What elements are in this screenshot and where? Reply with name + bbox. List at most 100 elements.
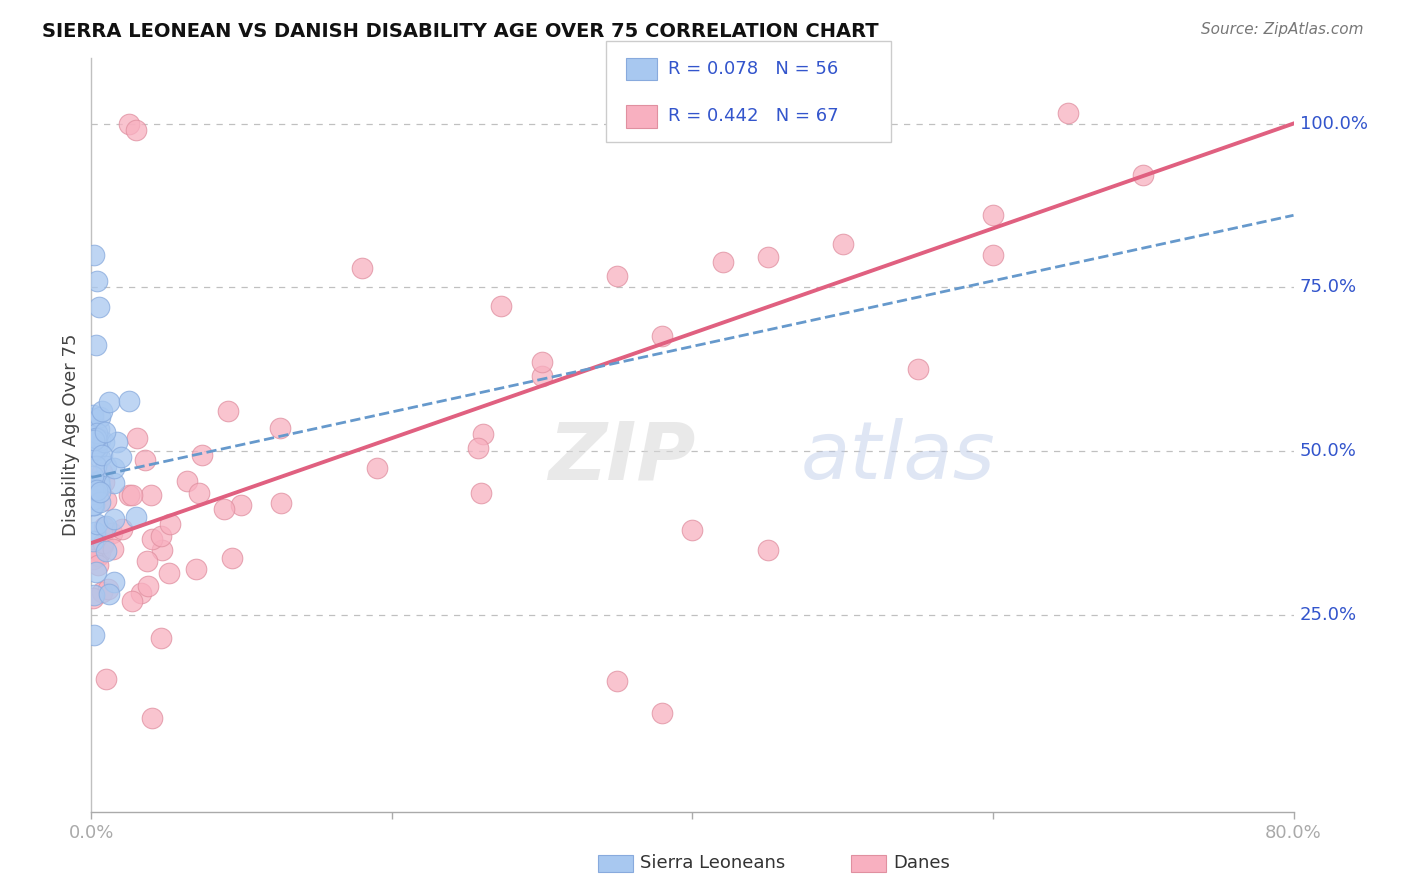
Text: SIERRA LEONEAN VS DANISH DISABILITY AGE OVER 75 CORRELATION CHART: SIERRA LEONEAN VS DANISH DISABILITY AGE … (42, 22, 879, 41)
Text: R = 0.442   N = 67: R = 0.442 N = 67 (668, 107, 838, 126)
Point (756, 542, 779, 557)
Point (125, 431, 148, 445)
Point (93, 475, 115, 489)
Point (118, 488, 141, 502)
Point (831, 237, 853, 252)
Point (82, 408, 104, 422)
Point (86, 274, 108, 288)
Point (84, 458, 107, 473)
Point (87, 422, 110, 436)
Point (84, 436, 107, 450)
Point (90, 448, 112, 462)
Point (651, 329, 673, 343)
Point (606, 673, 628, 688)
Point (157, 566, 180, 580)
Point (159, 516, 181, 531)
Point (103, 542, 125, 557)
Point (82, 533, 104, 548)
Point (89, 433, 111, 447)
Y-axis label: Disability Age Over 75: Disability Age Over 75 (62, 334, 80, 536)
Point (82, 552, 104, 566)
Point (96, 458, 118, 473)
Point (82, 483, 104, 497)
Point (217, 403, 239, 417)
Point (121, 594, 143, 608)
Point (606, 269, 628, 284)
Point (907, 361, 929, 376)
Text: R = 0.078   N = 56: R = 0.078 N = 56 (668, 60, 838, 78)
Point (86, 440, 108, 454)
Point (84, 431, 107, 445)
Point (187, 486, 209, 500)
Point (366, 461, 388, 475)
Point (87, 558, 110, 572)
Point (89, 451, 111, 466)
Point (83, 247, 105, 261)
Point (86, 443, 108, 458)
Point (269, 421, 291, 435)
Point (150, 543, 173, 558)
Point (86, 516, 108, 531)
Point (1057, 106, 1080, 120)
Point (83, 589, 105, 603)
Point (97, 582, 120, 596)
Point (110, 450, 132, 465)
Point (83, 433, 105, 447)
Point (756, 250, 779, 264)
Text: Sierra Leoneans: Sierra Leoneans (640, 855, 785, 872)
Point (91, 536, 114, 550)
Point (93, 435, 115, 450)
Text: Danes: Danes (893, 855, 949, 872)
Point (118, 394, 141, 409)
Point (91, 465, 114, 479)
Point (111, 523, 134, 537)
Point (84, 483, 107, 498)
Text: 75.0%: 75.0% (1299, 278, 1357, 296)
Point (84, 524, 107, 539)
Point (94, 425, 117, 439)
Point (89, 494, 111, 508)
Point (103, 575, 125, 590)
Point (86, 483, 108, 497)
Point (471, 427, 494, 442)
Text: ZIP: ZIP (548, 418, 696, 497)
Point (89, 409, 111, 424)
Point (136, 579, 159, 593)
Point (87, 431, 110, 445)
Point (101, 526, 124, 541)
Point (150, 529, 173, 543)
Point (83, 628, 105, 642)
Point (470, 486, 492, 500)
Point (350, 260, 373, 275)
Point (89, 474, 111, 488)
Point (191, 448, 214, 462)
Point (89, 485, 111, 500)
Point (150, 631, 173, 645)
Point (82, 411, 104, 425)
Point (125, 510, 148, 524)
Point (90, 585, 112, 599)
Point (91, 538, 114, 552)
Point (82, 487, 104, 501)
Point (83, 492, 105, 507)
Point (82, 498, 104, 512)
Point (136, 554, 159, 568)
Point (94, 673, 117, 687)
Point (125, 123, 148, 137)
Point (94, 493, 117, 508)
Text: 100.0%: 100.0% (1299, 114, 1368, 133)
Point (489, 299, 512, 313)
Point (184, 562, 207, 576)
Point (86, 474, 108, 488)
Point (118, 116, 141, 130)
Point (84, 337, 107, 351)
Point (530, 369, 553, 384)
Point (103, 461, 125, 475)
Point (105, 434, 128, 449)
Point (87, 300, 110, 314)
Point (176, 474, 198, 488)
Point (98, 395, 121, 409)
Point (94, 544, 117, 558)
Point (1132, 168, 1154, 182)
Point (86, 426, 108, 441)
